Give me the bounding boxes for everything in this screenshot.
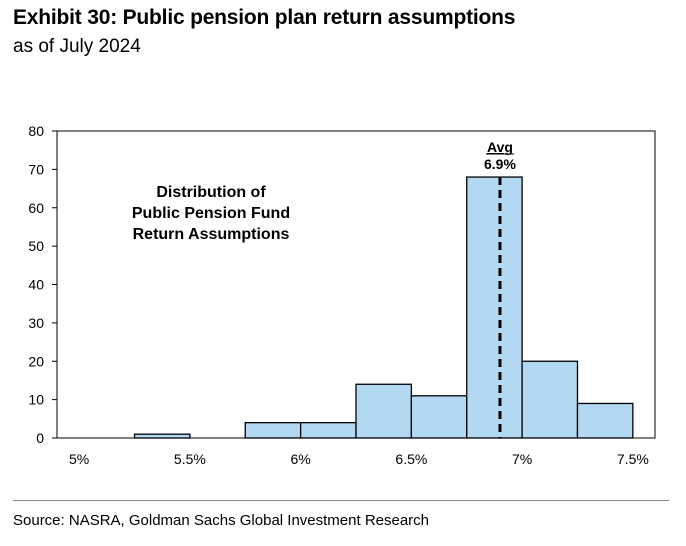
- y-tick-label: 10: [28, 392, 44, 408]
- x-axis: 5% 5.5% 6% 6.5% 7% 7.5%: [69, 451, 649, 467]
- x-tick-label: 6%: [291, 451, 311, 467]
- histogram-bar: [576, 402, 634, 439]
- histogram-bars: [133, 176, 634, 439]
- average-label: Avg: [487, 139, 513, 155]
- page-title: Exhibit 30: Public pension plan return a…: [13, 6, 516, 29]
- x-tick-label: 7%: [512, 451, 532, 467]
- chart-annotation: Distribution of Public Pension Fund Return…: [132, 184, 290, 243]
- plot-area-frame: [56, 130, 656, 439]
- x-tick-label: 6.5%: [395, 451, 427, 467]
- y-tick-label: 20: [28, 353, 44, 369]
- annotation-line: Public Pension Fund: [132, 205, 290, 222]
- x-tick-label: 5.5%: [174, 451, 206, 467]
- annotation-line: Return Assumptions: [133, 226, 290, 243]
- histogram-bar: [466, 176, 523, 439]
- annotation-line: Distribution of: [156, 184, 266, 201]
- y-tick-label: 70: [28, 161, 44, 177]
- histogram-bar: [133, 433, 191, 439]
- y-tick-label: 50: [28, 238, 44, 254]
- y-tick-label: 40: [28, 277, 44, 293]
- histogram-bar: [355, 383, 413, 439]
- footer-divider: [13, 500, 669, 501]
- histogram-bar: [299, 421, 357, 439]
- y-tick-label: 80: [28, 123, 44, 139]
- source-note: Source: NASRA, Goldman Sachs Global Inve…: [13, 512, 430, 529]
- x-tick-label: 5%: [69, 451, 89, 467]
- page-subtitle: as of July 2024: [13, 36, 141, 57]
- histogram-bar: [244, 421, 302, 439]
- y-tick-label: 60: [28, 200, 44, 216]
- average-value-label: 6.9%: [484, 156, 516, 172]
- histogram-bar: [410, 395, 468, 439]
- y-axis: 0 10 20 30 40 50 60 70 80: [28, 123, 57, 446]
- y-tick-label: 30: [28, 315, 44, 331]
- x-tick-label: 7.5%: [617, 451, 649, 467]
- y-tick-label: 0: [36, 430, 44, 446]
- histogram-bar: [521, 360, 579, 439]
